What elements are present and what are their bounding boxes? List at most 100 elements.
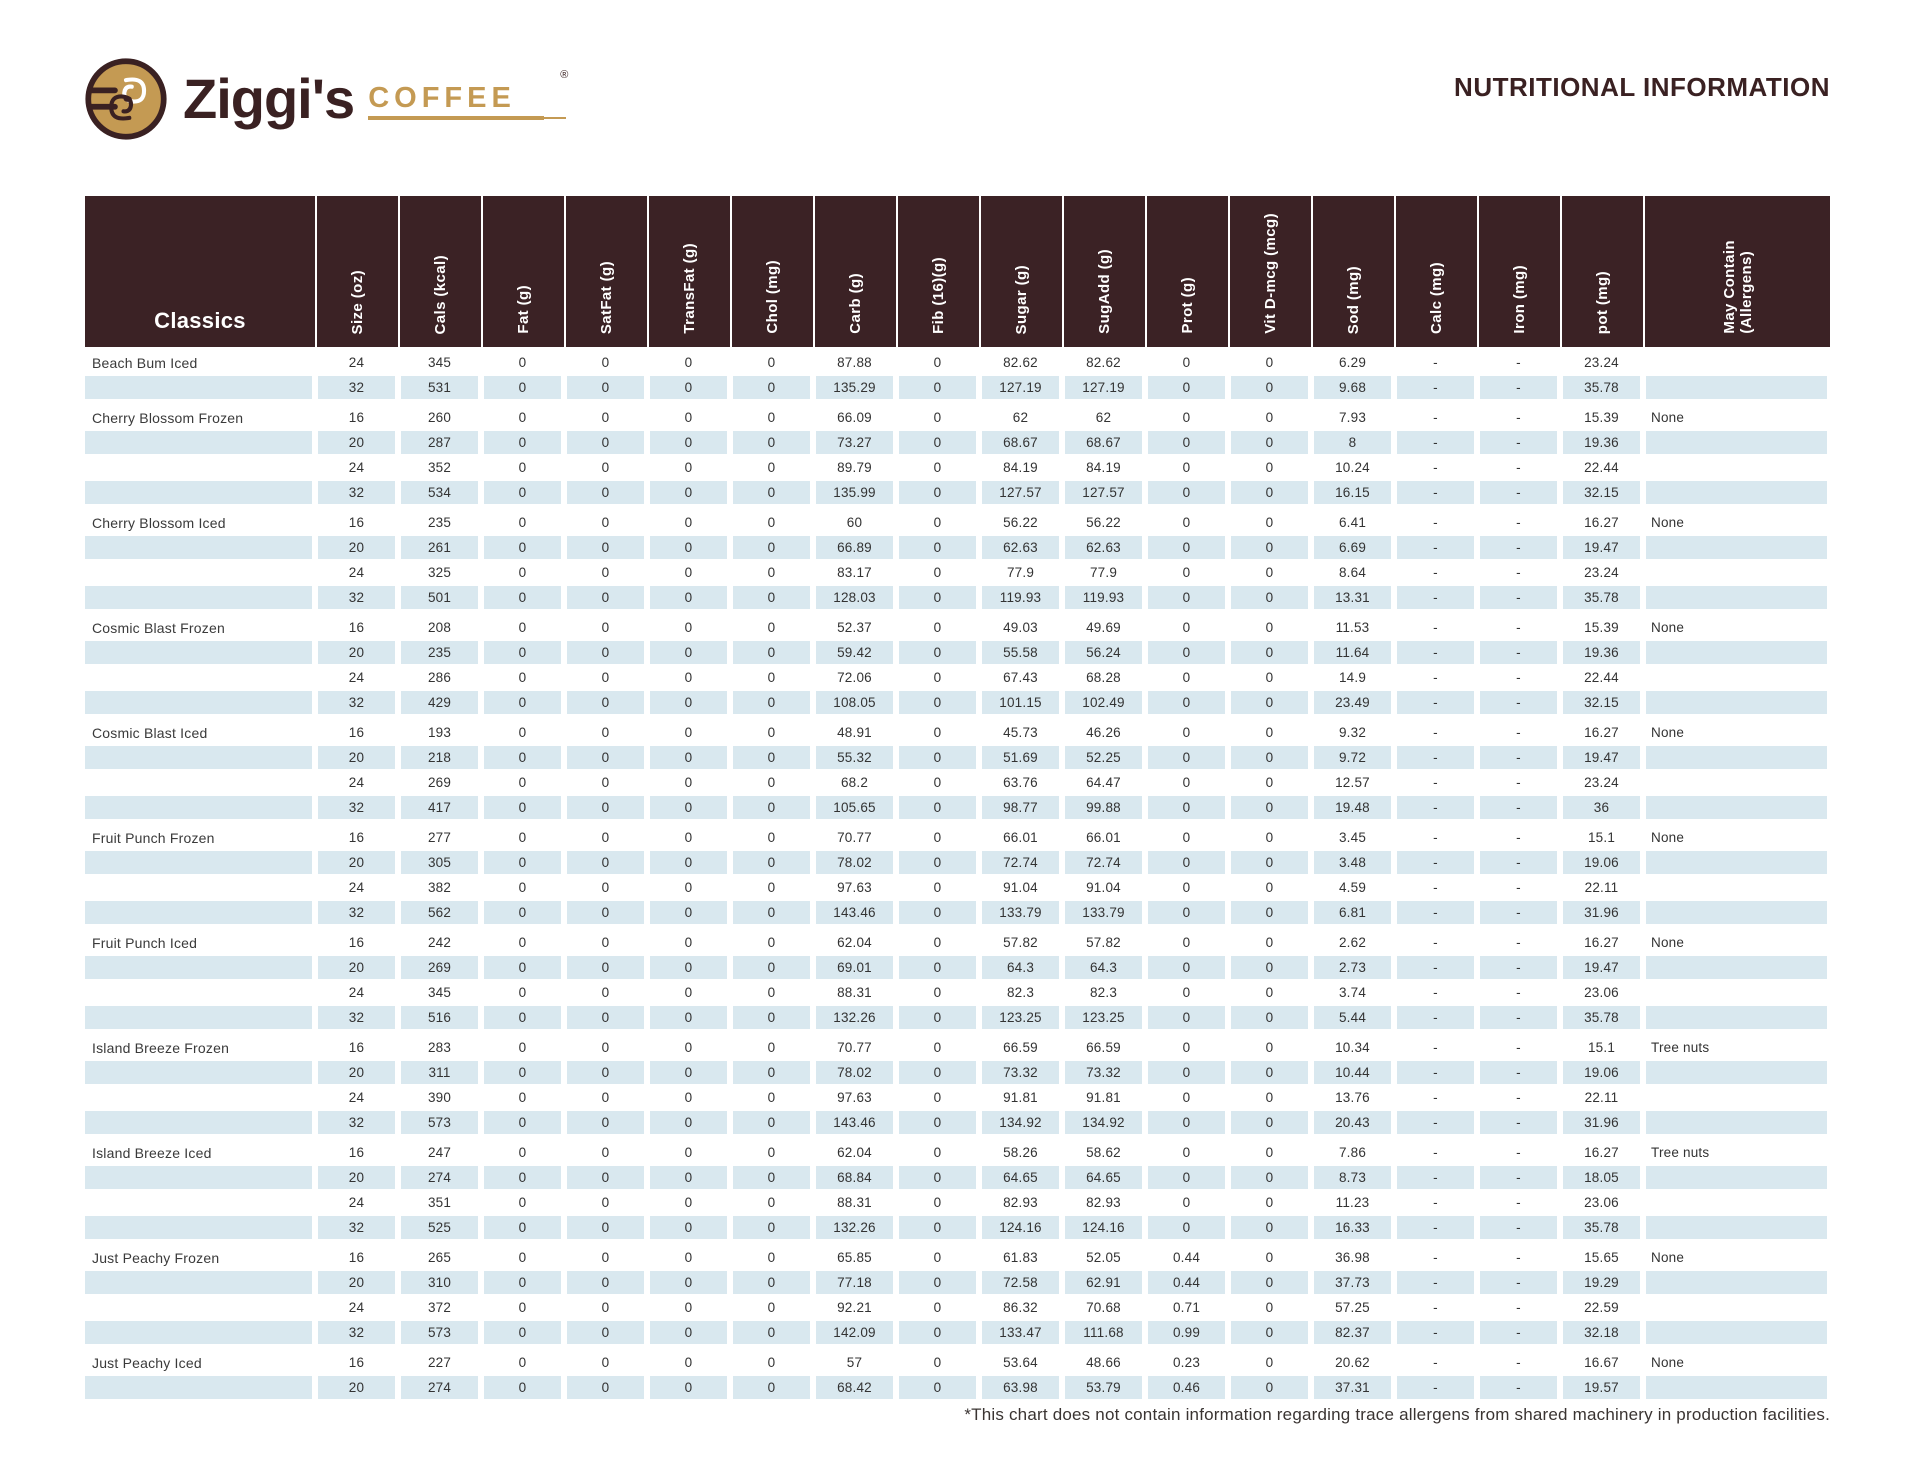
value-cell: 287	[398, 430, 481, 455]
value-cell: 53.79	[1062, 1375, 1145, 1400]
value-cell: 0	[933, 355, 942, 370]
value-cell: 0	[684, 830, 693, 845]
drink-name-cell	[85, 535, 315, 560]
value-cell: 0	[896, 745, 979, 770]
allergen-cell: Tree nuts	[1651, 1145, 1710, 1160]
column-header-label: Sugar (g)	[1013, 264, 1030, 334]
value-cell: 86.32	[1003, 1300, 1038, 1315]
value-cell: 23.24	[1584, 355, 1619, 370]
value-cell: 10.24	[1335, 460, 1370, 475]
value-cell: -	[1516, 1195, 1521, 1210]
value-cell: 0	[601, 1195, 610, 1210]
value-cell: 68.2	[840, 775, 869, 790]
value-cell: 0	[730, 745, 813, 770]
value-cell: 134.92	[979, 1110, 1062, 1135]
value-cell: 91.04	[1086, 880, 1121, 895]
value-cell: 15.1	[1587, 830, 1616, 845]
value-cell: 59.42	[813, 640, 896, 665]
value-cell: 0	[1265, 1355, 1274, 1370]
value-cell: 16.27	[1584, 725, 1619, 740]
column-header-fat-g: Fat (g)	[481, 196, 564, 347]
value-cell: 0	[601, 830, 610, 845]
value-cell: 310	[398, 1270, 481, 1295]
value-cell: 58.26	[1003, 1145, 1038, 1160]
value-cell: 0	[896, 900, 979, 925]
value-cell: 7.93	[1338, 410, 1367, 425]
value-cell: 0	[1228, 690, 1311, 715]
table-row: Cherry Blossom Frozen 16 260 0 0 0 0 66.09 0 62 62…	[85, 405, 1830, 430]
value-cell: 0	[1265, 1040, 1274, 1055]
value-cell: 0	[1182, 775, 1191, 790]
value-cell: -	[1477, 745, 1560, 770]
ziggis-logo-icon	[85, 58, 167, 140]
value-cell: -	[1394, 1270, 1477, 1295]
value-cell: 37.31	[1311, 1375, 1394, 1400]
value-cell: 516	[398, 1005, 481, 1030]
value-cell: 91.81	[1086, 1090, 1121, 1105]
drink-name-cell	[85, 375, 315, 400]
drink-group-fruit-punch-iced: Fruit Punch Iced 16 242 0 0 0 0 62.04 0 57.82 57.8…	[85, 930, 1830, 1030]
value-cell: 124.16	[979, 1215, 1062, 1240]
value-cell: 0	[601, 620, 610, 635]
value-cell: 0	[564, 1215, 647, 1240]
value-cell: 24	[348, 1090, 365, 1105]
value-cell: -	[1394, 1005, 1477, 1030]
value-cell: 16.27	[1584, 1145, 1619, 1160]
value-cell: 123.25	[1062, 1005, 1145, 1030]
drink-name-cell: Just Peachy Iced	[92, 1354, 202, 1371]
allergen-cell: None	[1651, 1250, 1685, 1265]
value-cell: 101.15	[979, 690, 1062, 715]
value-cell: 0	[730, 585, 813, 610]
value-cell: 22.44	[1584, 670, 1619, 685]
drink-name-cell	[85, 585, 315, 610]
value-cell: 0	[1228, 745, 1311, 770]
value-cell: 0	[481, 955, 564, 980]
value-cell: 19.47	[1560, 535, 1643, 560]
value-cell: 0	[933, 1300, 942, 1315]
value-cell: 0	[896, 1270, 979, 1295]
value-cell: 14.9	[1338, 670, 1367, 685]
allergen-cell	[1643, 1005, 1830, 1030]
table-row: 32 429 0 0 0 0 108.05 0 101.15 102.49 0 0 23.49- -32.…	[85, 690, 1830, 715]
value-cell: -	[1394, 375, 1477, 400]
drink-group-just-peachy-iced: Just Peachy Iced 16 227 0 0 0 0 57 0 53.64 48.66 0.…	[85, 1350, 1830, 1400]
value-cell: 0	[518, 410, 527, 425]
value-cell: 0	[1182, 880, 1191, 895]
value-cell: 66.59	[1086, 1040, 1121, 1055]
value-cell: 0	[1145, 1060, 1228, 1085]
value-cell: 97.63	[837, 1090, 872, 1105]
brand-underline	[368, 116, 567, 120]
value-cell: 0	[564, 480, 647, 505]
value-cell: 0	[684, 1040, 693, 1055]
value-cell: 23.06	[1584, 1195, 1619, 1210]
value-cell: 73.32	[979, 1060, 1062, 1085]
table-row: Just Peachy Frozen 16 265 0 0 0 0 65.85 0 61.83 52…	[85, 1245, 1830, 1270]
value-cell: 0	[767, 460, 776, 475]
value-cell: 0	[1182, 1090, 1191, 1105]
logo-words: Ziggi's COFFEE ®	[183, 69, 568, 129]
allergen-cell	[1643, 665, 1830, 690]
value-cell: 15.65	[1584, 1250, 1619, 1265]
value-cell: 16.67	[1584, 1355, 1619, 1370]
value-cell: 0	[767, 1250, 776, 1265]
value-cell: -	[1433, 880, 1438, 895]
drink-name-cell	[85, 430, 315, 455]
table-row: 32 534 0 0 0 0 135.99 0 127.57 127.57 0 0 16.15- -32.…	[85, 480, 1830, 505]
value-cell: 0	[1228, 850, 1311, 875]
allergen-cell	[1643, 1375, 1830, 1400]
value-cell: 32	[315, 480, 398, 505]
value-cell: 0	[730, 1270, 813, 1295]
value-cell: 0	[1182, 985, 1191, 1000]
value-cell: 0	[518, 935, 527, 950]
value-cell: 0	[1228, 640, 1311, 665]
value-cell: 0	[647, 1270, 730, 1295]
value-cell: 134.92	[1062, 1110, 1145, 1135]
allergen-cell: None	[1651, 725, 1685, 740]
value-cell: 0	[933, 670, 942, 685]
value-cell: 56.24	[1062, 640, 1145, 665]
value-cell: 24	[348, 1300, 365, 1315]
value-cell: 274	[398, 1375, 481, 1400]
value-cell: 84.19	[1086, 460, 1121, 475]
drink-name-cell	[85, 850, 315, 875]
allergen-cell	[1643, 585, 1830, 610]
